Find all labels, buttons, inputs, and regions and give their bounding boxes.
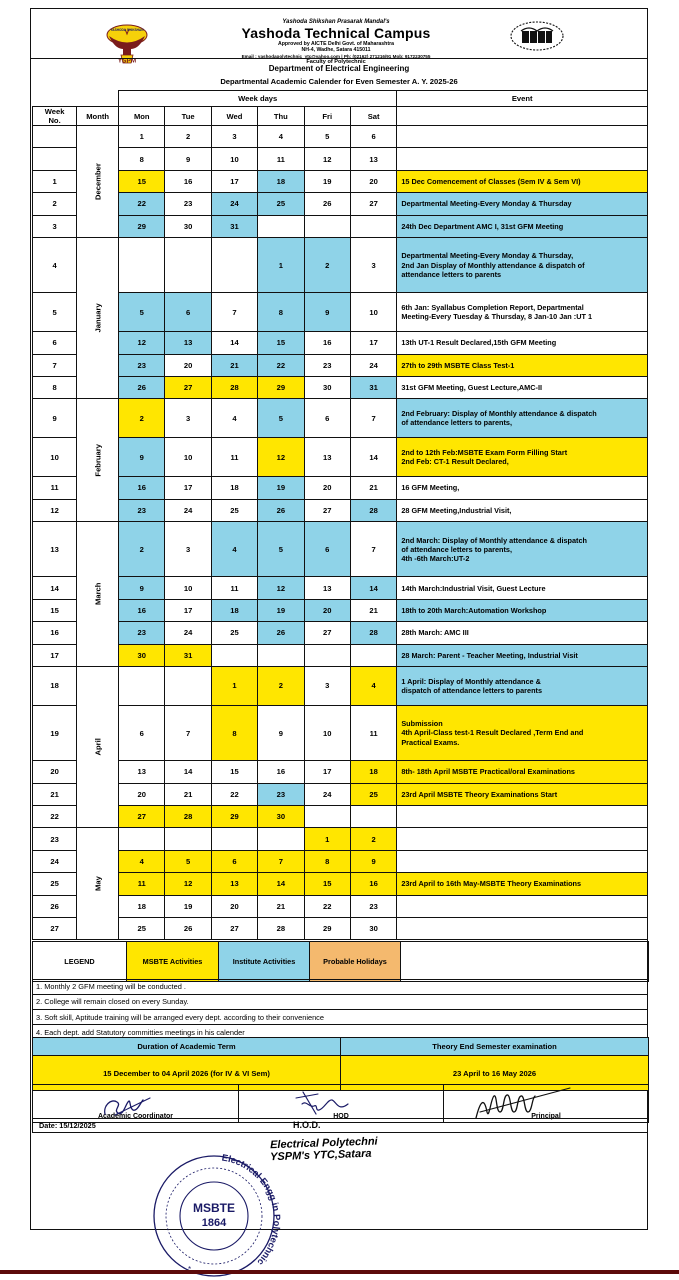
svg-text:MSBTE: MSBTE <box>193 1201 235 1215</box>
svg-text:YASHODA SHIKSHAN: YASHODA SHIKSHAN <box>110 28 144 32</box>
svg-text:1864: 1864 <box>202 1217 227 1229</box>
